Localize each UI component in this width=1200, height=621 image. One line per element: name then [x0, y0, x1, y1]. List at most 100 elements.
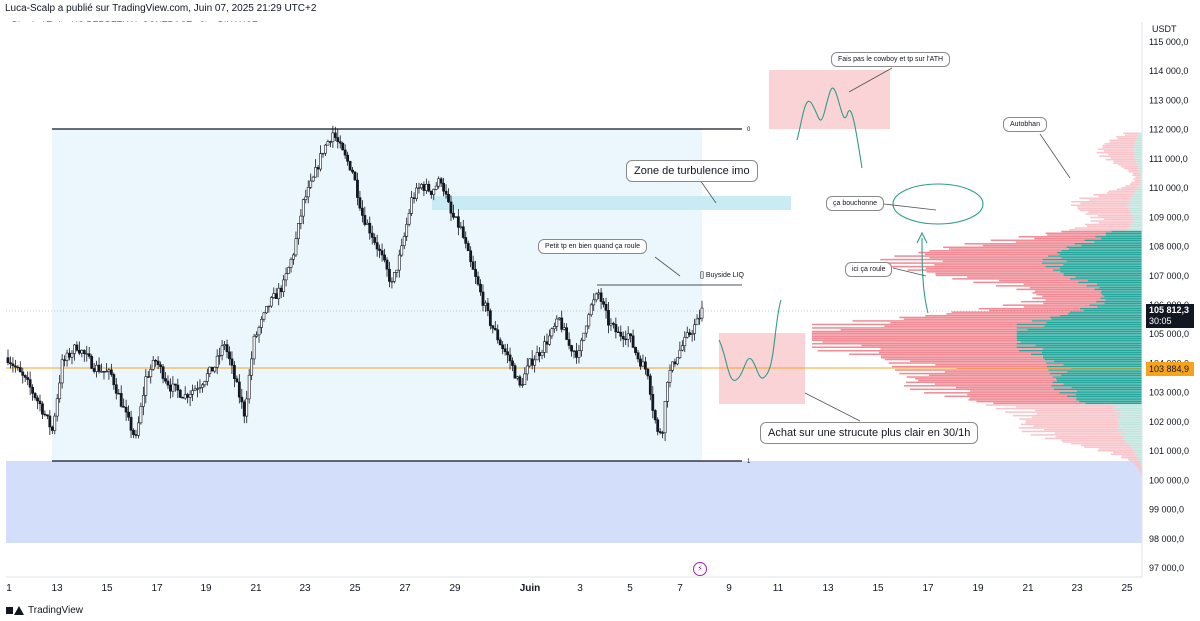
- candle-body: [70, 353, 74, 358]
- current-price-label: 105 812,3 30:05: [1146, 304, 1194, 328]
- vp-sell-bar: [1118, 164, 1138, 166]
- candle-body: [619, 331, 623, 337]
- vp-buy-bar: [1128, 227, 1142, 229]
- vp-buy-bar: [1122, 437, 1142, 440]
- callout-autobhan[interactable]: Autobhan: [1003, 117, 1047, 132]
- candle-body: [513, 365, 517, 379]
- range-zone[interactable]: [52, 129, 702, 461]
- bar-countdown: 30:05: [1149, 316, 1172, 326]
- vp-buy-bar: [1100, 297, 1142, 299]
- candle-body: [629, 333, 633, 337]
- candle-body: [589, 304, 593, 316]
- vp-buy-bar: [1063, 364, 1142, 366]
- vp-buy-bar: [1116, 406, 1142, 408]
- vp-buy-bar: [1139, 171, 1142, 173]
- candle-body: [92, 368, 96, 372]
- candle-body: [9, 362, 12, 365]
- candle-body: [356, 179, 359, 198]
- candle-body: [277, 287, 281, 299]
- connector-cowboy: [848, 67, 893, 93]
- callout-bouchonne[interactable]: ça bouchonne: [826, 196, 884, 211]
- time-tick: 13: [822, 583, 834, 594]
- candle-body: [380, 250, 384, 256]
- callout-turbulence[interactable]: Zone de turbulence imo: [626, 160, 758, 182]
- candle-body: [594, 293, 598, 301]
- candle-body: [690, 333, 694, 335]
- callout-achat[interactable]: Achat sur une strucute plus clair en 30/…: [760, 422, 979, 444]
- vp-sell-bar: [1128, 169, 1140, 171]
- vp-buy-bar: [1137, 164, 1142, 166]
- callout-roule[interactable]: ici ça roule: [845, 262, 893, 277]
- vp-sell-bar: [1061, 230, 1112, 233]
- connector-achat: [804, 392, 861, 422]
- vp-buy-bar: [1132, 151, 1142, 154]
- vp-sell-bar: [1015, 241, 1095, 243]
- vp-buy-bar: [1066, 395, 1142, 398]
- connector-bouchonne: [883, 203, 937, 211]
- vp-sell-bar: [852, 320, 1032, 322]
- time-tick: 15: [872, 583, 884, 594]
- demand-zone[interactable]: [6, 461, 1142, 543]
- time-axis[interactable]: 1 13 15 17 19 21 23 25 27 29 Juin 3 5 7 9 11 13 15 17 19 21 2…: [6, 583, 1133, 594]
- candle-body: [205, 373, 209, 382]
- vp-buy-bar: [1059, 314, 1142, 317]
- vp-sell-bar: [1136, 465, 1141, 468]
- vp-buy-bar: [1085, 402, 1142, 405]
- candle-body: [616, 331, 620, 333]
- vp-buy-bar: [1059, 267, 1142, 270]
- vp-sell-bar: [967, 276, 1076, 278]
- vp-buy-bar: [1069, 278, 1142, 280]
- candle-body: [343, 149, 347, 156]
- vp-sell-bar: [1104, 218, 1135, 221]
- candle-body: [240, 396, 244, 403]
- candle-body: [53, 415, 57, 431]
- ath-target-zone[interactable]: [769, 70, 890, 129]
- candle-body: [149, 369, 153, 378]
- vp-sell-bar: [990, 239, 1085, 242]
- vp-sell-bar: [880, 348, 1043, 350]
- callout-cowboy[interactable]: Fais pas le cowboy et tp sur l'ATH: [831, 52, 951, 67]
- candle-body: [28, 379, 32, 388]
- vp-sell-bar: [1141, 474, 1142, 476]
- candle-body: [496, 329, 500, 341]
- candle-body: [213, 366, 217, 372]
- candle-body: [230, 358, 234, 366]
- candle-body: [100, 371, 103, 373]
- candle-body: [48, 415, 52, 428]
- vp-buy-bar: [1117, 423, 1142, 426]
- turbulence-zone[interactable]: [432, 196, 791, 210]
- vp-sell-bar: [1104, 143, 1135, 145]
- vp-sell-bar: [946, 313, 1068, 315]
- vp-buy-bar: [1131, 199, 1142, 201]
- callout-buyside[interactable]: [] Buyside LIQ: [700, 272, 744, 279]
- candle-body: [198, 387, 202, 389]
- candle-body: [255, 334, 258, 337]
- vp-sell-bar: [949, 248, 1069, 250]
- candle-body: [191, 390, 194, 395]
- candle-body: [503, 348, 507, 353]
- callout-petit-tp[interactable]: Petit tp en bien quand ça roule: [538, 239, 647, 254]
- vp-buy-bar: [1127, 204, 1142, 206]
- volume-profile: [812, 132, 1142, 476]
- vp-buy-bar: [1134, 143, 1142, 145]
- candle-body: [338, 141, 342, 144]
- vp-sell-bar: [1023, 306, 1098, 308]
- vp-sell-bar: [1032, 292, 1101, 294]
- candle-body: [580, 339, 583, 351]
- vp-buy-bar: [1084, 239, 1142, 242]
- candle-body: [570, 345, 573, 352]
- vp-sell-bar: [1105, 158, 1135, 161]
- vp-buy-bar: [1140, 172, 1142, 175]
- vp-buy-bar: [1042, 355, 1142, 357]
- vp-sell-bar: [812, 332, 1017, 334]
- vp-sell-bar: [1020, 423, 1118, 426]
- vp-buy-bar: [1135, 141, 1142, 143]
- lightning-icon[interactable]: ⚡: [693, 562, 707, 576]
- candle-body: [188, 394, 192, 398]
- candle-body: [269, 297, 273, 307]
- candle-body: [454, 216, 458, 218]
- candle-body: [16, 366, 20, 369]
- candle-body: [65, 352, 69, 361]
- candle-body: [370, 232, 374, 238]
